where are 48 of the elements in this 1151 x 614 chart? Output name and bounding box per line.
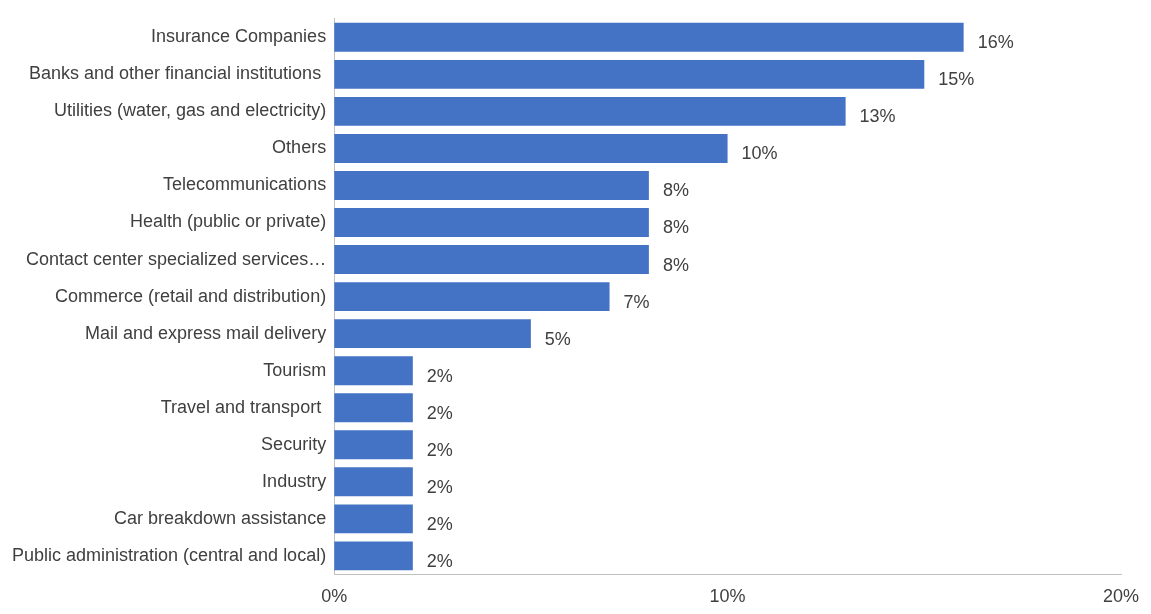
data-label: 2% [426,402,453,423]
y-tick-label: Health (public or private) [130,211,327,232]
y-tick-label: Industry [262,470,327,491]
y-tick-label: Car breakdown assistance [114,507,327,528]
bar [334,208,649,237]
data-label: 2% [426,439,453,460]
y-tick-label: Commerce (retail and distribution) [55,285,327,306]
data-label: 2% [426,513,453,534]
data-label: 16% [977,32,1014,53]
y-tick-label: Public administration (central and local) [11,544,327,565]
bar [334,282,610,312]
data-label: 2% [426,476,453,497]
bar [334,133,728,163]
bar [334,171,649,200]
data-label: 13% [859,106,896,127]
bar [334,467,413,497]
bar [334,319,531,349]
data-label: 5% [544,328,571,349]
data-label: 2% [426,550,453,571]
bar [334,504,413,534]
bar [334,22,964,52]
data-label: 2% [426,365,453,386]
y-tick-label: Telecommunications [163,174,327,195]
bar [334,541,413,571]
bar [334,393,413,423]
data-label: 8% [662,180,689,201]
bar [334,430,413,460]
y-tick-label: Security [261,433,327,454]
y-tick-label: Insurance Companies [151,26,327,47]
data-label: 10% [741,143,778,164]
data-label: 8% [662,217,689,238]
bar [334,245,649,275]
y-tick-label: Tourism [263,359,327,380]
data-label: 8% [662,254,689,275]
y-tick-label: Utilities (water, gas and electricity) [54,100,327,121]
bar [334,59,925,89]
x-tick-label: 20% [1102,586,1140,607]
bar [334,96,846,126]
y-tick-label: Others [272,137,327,158]
y-tick-label: Mail and express mail delivery [85,322,327,343]
y-tick-label: Contact center specialized services… [26,248,327,269]
bar [334,356,413,386]
data-label: 15% [938,69,975,90]
data-label: 7% [623,291,650,312]
y-tick-label: Banks and other financial institutions [28,63,327,84]
y-tick-label: Travel and transport [160,396,327,417]
x-tick-label: 10% [709,586,746,607]
x-tick-label: 0% [321,586,348,607]
